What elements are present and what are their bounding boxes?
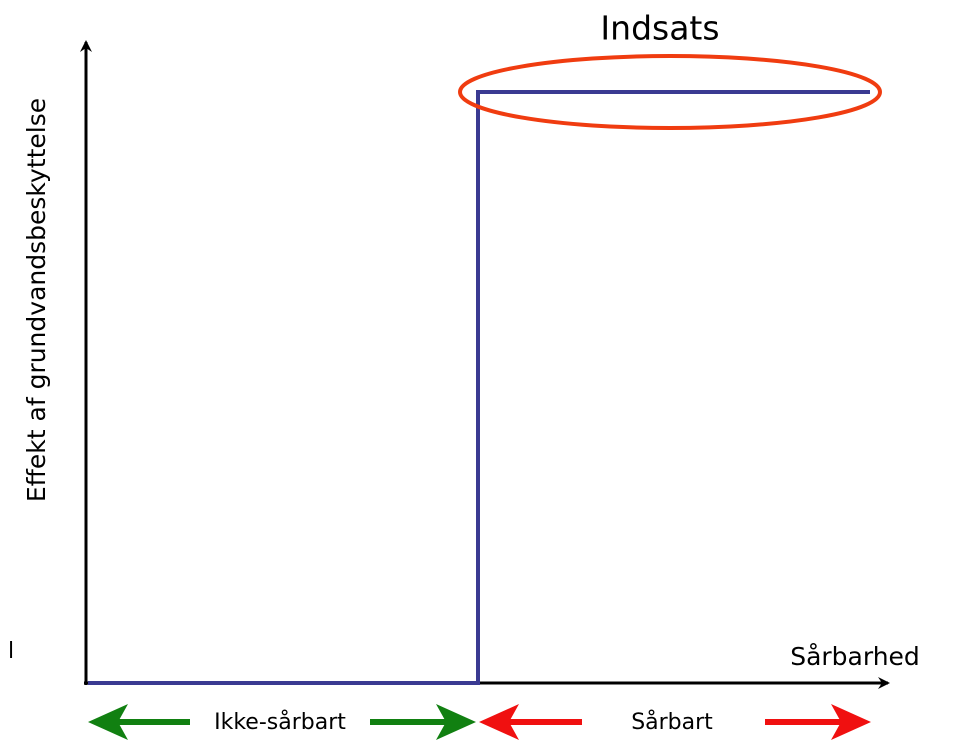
step-line — [88, 90, 870, 685]
x-axis-label: Sårbarhed — [790, 642, 920, 671]
zone-label: Ikke-sårbart — [214, 709, 346, 735]
vulnerable-arrow — [479, 704, 871, 740]
non-vulnerable-arrow — [88, 704, 476, 740]
edge-fragment: l — [8, 639, 14, 664]
zone-label: Sårbart — [631, 709, 713, 735]
y-axis-label: Effekt af grundvandsbeskyttelse — [22, 98, 51, 502]
title: Indsats — [600, 9, 719, 48]
highlight-ellipse — [458, 54, 882, 130]
